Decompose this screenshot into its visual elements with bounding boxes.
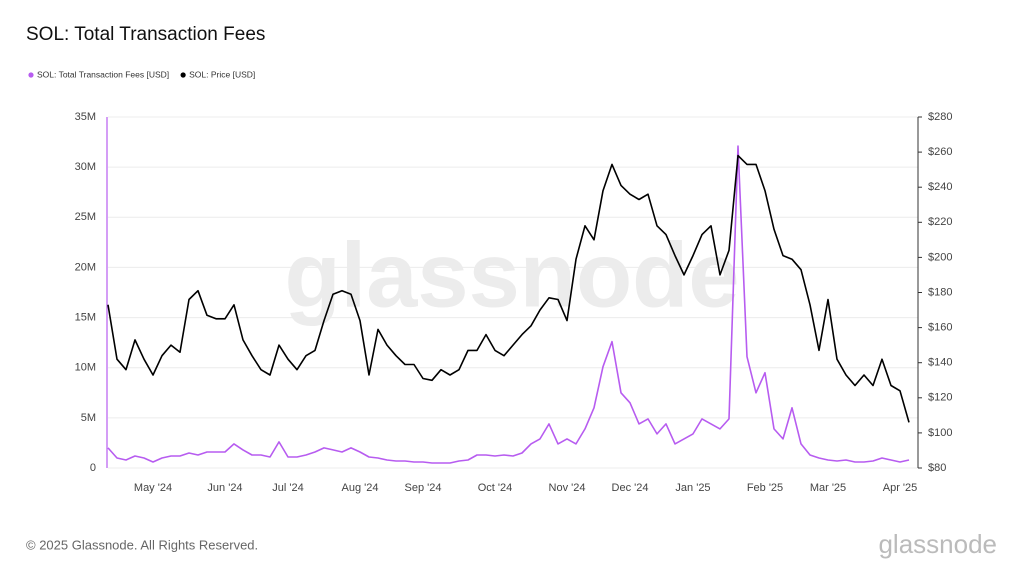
y2-tick-label: $240	[928, 181, 952, 193]
x-tick-label: Jun '24	[207, 482, 242, 494]
y-tick-label: 15M	[75, 311, 96, 323]
y-tick-label: 5M	[81, 412, 96, 424]
y-tick-label: 0	[90, 462, 96, 474]
x-tick-label: Jan '25	[675, 482, 710, 494]
y2-tick-label: $80	[928, 462, 946, 474]
x-tick-label: Sep '24	[405, 482, 442, 494]
y2-tick-label: $180	[928, 286, 952, 298]
logo: glassnode	[878, 529, 997, 559]
legend-marker	[180, 72, 186, 78]
legend-label: SOL: Total Transaction Fees [USD]	[37, 69, 169, 79]
y2-tick-label: $280	[928, 111, 952, 123]
legend-label: SOL: Price [USD]	[189, 69, 255, 79]
y2-tick-label: $200	[928, 251, 952, 263]
y-tick-label: 10M	[75, 362, 96, 374]
x-tick-label: Oct '24	[478, 482, 513, 494]
copyright: © 2025 Glassnode. All Rights Reserved.	[26, 537, 258, 552]
y-tick-label: 35M	[75, 111, 96, 123]
watermark: glassnode	[284, 224, 739, 326]
x-tick-label: Jul '24	[272, 482, 303, 494]
y2-tick-label: $220	[928, 216, 952, 228]
y2-tick-label: $140	[928, 357, 952, 369]
x-tick-label: Aug '24	[342, 482, 379, 494]
y-tick-label: 25M	[75, 211, 96, 223]
y2-tick-label: $160	[928, 322, 952, 334]
line-series	[107, 154, 910, 423]
x-tick-label: Feb '25	[747, 482, 783, 494]
x-tick-label: Dec '24	[612, 482, 649, 494]
chart-title: SOL: Total Transaction Fees	[26, 24, 265, 45]
legend-marker	[28, 72, 34, 78]
line-series	[107, 145, 910, 464]
y2-tick-label: $120	[928, 392, 952, 404]
x-tick-label: Mar '25	[810, 482, 846, 494]
y2-tick-label: $100	[928, 427, 952, 439]
y2-tick-label: $260	[928, 146, 952, 158]
x-tick-label: Nov '24	[549, 482, 586, 494]
x-tick-label: May '24	[134, 482, 172, 494]
y-tick-label: 30M	[75, 161, 96, 173]
x-tick-label: Apr '25	[883, 482, 918, 494]
y-tick-label: 20M	[75, 261, 96, 273]
